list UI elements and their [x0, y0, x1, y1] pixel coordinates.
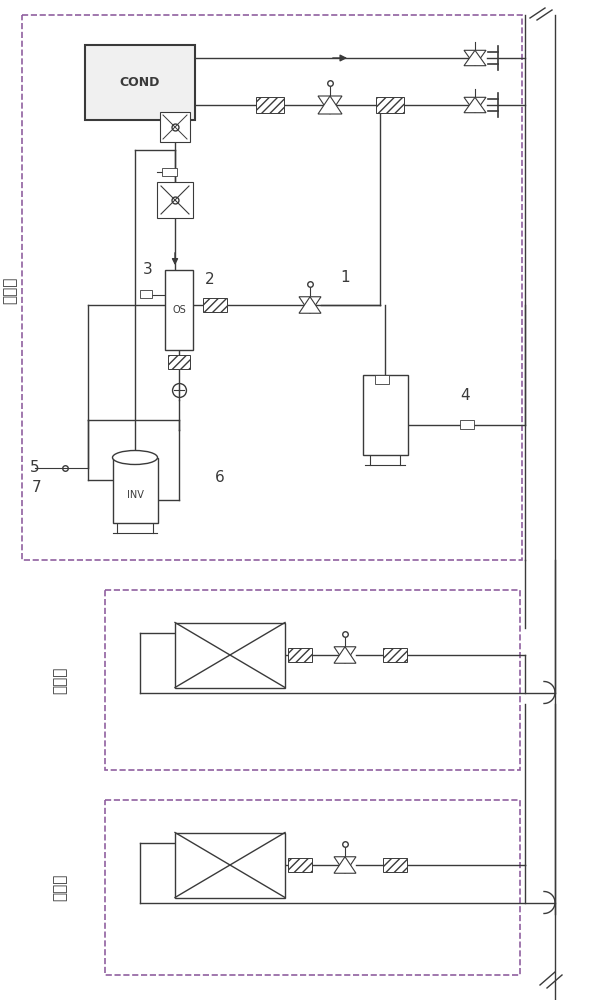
Text: 4: 4: [460, 387, 470, 402]
Bar: [175, 622, 285, 688]
Bar: [157, 182, 193, 218]
Text: 室外机: 室外机: [2, 276, 17, 304]
Text: 6: 6: [215, 471, 225, 486]
Polygon shape: [318, 96, 342, 114]
Bar: [105, 590, 520, 770]
Polygon shape: [334, 857, 356, 873]
Bar: [160, 112, 190, 142]
Bar: [165, 270, 193, 350]
Polygon shape: [334, 647, 356, 663]
Bar: [256, 97, 284, 113]
Ellipse shape: [112, 450, 158, 464]
Text: 1: 1: [340, 270, 350, 286]
Bar: [460, 420, 474, 429]
Polygon shape: [334, 647, 356, 663]
Polygon shape: [334, 857, 356, 873]
Text: 2: 2: [205, 272, 215, 288]
Bar: [112, 458, 158, 522]
Bar: [168, 355, 190, 369]
Polygon shape: [299, 297, 321, 313]
Bar: [288, 648, 312, 662]
Text: COND: COND: [120, 76, 160, 89]
Bar: [162, 168, 177, 176]
Bar: [140, 290, 152, 298]
Bar: [85, 45, 195, 120]
Polygon shape: [318, 96, 342, 114]
Polygon shape: [464, 97, 486, 113]
Bar: [203, 298, 227, 312]
Bar: [376, 97, 404, 113]
Text: OS: OS: [172, 305, 186, 315]
Bar: [362, 375, 408, 455]
Bar: [22, 15, 522, 560]
Bar: [383, 858, 407, 872]
Polygon shape: [464, 50, 486, 66]
Text: 5: 5: [30, 460, 40, 476]
Bar: [288, 858, 312, 872]
Polygon shape: [464, 50, 486, 66]
Text: 室内机: 室内机: [52, 666, 67, 694]
Bar: [105, 800, 520, 975]
Bar: [175, 832, 285, 898]
Polygon shape: [464, 97, 486, 113]
Text: 7: 7: [32, 481, 42, 495]
Polygon shape: [299, 297, 321, 313]
Text: INV: INV: [127, 490, 143, 500]
Bar: [375, 375, 389, 384]
Bar: [383, 648, 407, 662]
Text: 3: 3: [143, 262, 153, 277]
Text: 室内机: 室内机: [52, 873, 67, 901]
